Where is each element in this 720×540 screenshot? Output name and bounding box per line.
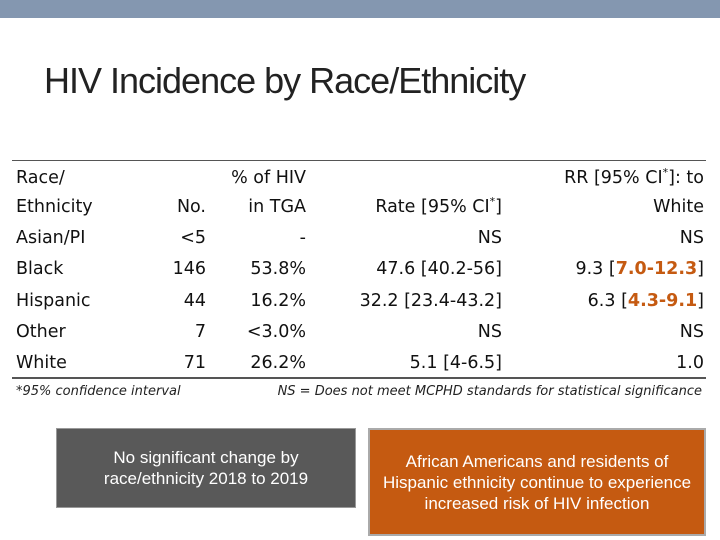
note-box: African Americans and residents of Hispa…: [368, 428, 706, 536]
text-segment: 7.0-12.3: [615, 259, 698, 280]
table-cell: 1.0: [676, 353, 704, 374]
table-cell: NS: [477, 228, 502, 248]
table-cell: 5.1 [4-6.5]: [409, 353, 502, 374]
table-cell: White: [16, 353, 67, 374]
text-segment: ]: [697, 290, 704, 311]
table-cell: 146: [172, 259, 206, 280]
table-cell: Black: [16, 259, 64, 280]
text-segment: 9.3 [: [575, 259, 616, 280]
header-cell: Ethnicity: [16, 197, 93, 217]
header-cell: Race/: [16, 168, 65, 188]
text-segment: RR [95% CI: [564, 168, 663, 188]
table-cell: <5: [180, 228, 206, 248]
text-segment: *: [662, 166, 669, 179]
table-cell: NS: [477, 321, 502, 342]
note-box: No significant change by race/ethnicity …: [56, 428, 356, 508]
table-cell: 9.3 [7.0-12.3]: [575, 258, 704, 280]
table-bottom-rule: [12, 377, 706, 379]
table-cell: Other: [16, 321, 66, 342]
table-cell: 7: [194, 321, 206, 342]
header-cell: Rate [95% CI*]: [375, 196, 502, 218]
header-cell: No.: [176, 197, 206, 217]
table-cell: 32.2 [23.4-43.2]: [359, 290, 502, 311]
table-cell: 47.6 [40.2-56]: [376, 259, 502, 280]
table-cell: NS: [679, 321, 704, 342]
text-segment: ]: [697, 259, 704, 280]
table-cell: 16.2%: [250, 290, 306, 311]
table-cell: <3.0%: [246, 321, 306, 342]
text-segment: Rate [95% CI: [375, 197, 490, 217]
table-cell: 26.2%: [250, 353, 306, 374]
text-segment: ]: to: [668, 168, 704, 188]
text-segment: *: [489, 195, 496, 208]
header-cell: in TGA: [248, 197, 306, 217]
footnote: *95% confidence interval: [16, 384, 181, 399]
footnote: NS = Does not meet MCPHD standards for s…: [277, 384, 702, 399]
table-cell: 44: [183, 290, 206, 311]
table-cell: 53.8%: [250, 259, 306, 280]
text-segment: 6.3 [: [587, 290, 628, 311]
table-cell: -: [299, 228, 306, 248]
header-cell: % of HIV: [231, 168, 306, 188]
header-cell: RR [95% CI*]: to: [564, 167, 704, 189]
table-cell: Asian/PI: [16, 228, 86, 248]
slide-title: HIV Incidence by Race/Ethnicity: [44, 60, 526, 101]
header-cell: White: [653, 197, 704, 217]
table-cell: Hispanic: [16, 290, 91, 311]
text-segment: 4.3-9.1: [627, 290, 698, 311]
top-band: [0, 0, 720, 18]
table-top-rule: [12, 160, 706, 161]
table-cell: NS: [679, 228, 704, 248]
table-cell: 71: [183, 353, 206, 374]
table-cell: 6.3 [4.3-9.1]: [588, 290, 704, 312]
text-segment: ]: [495, 197, 502, 217]
